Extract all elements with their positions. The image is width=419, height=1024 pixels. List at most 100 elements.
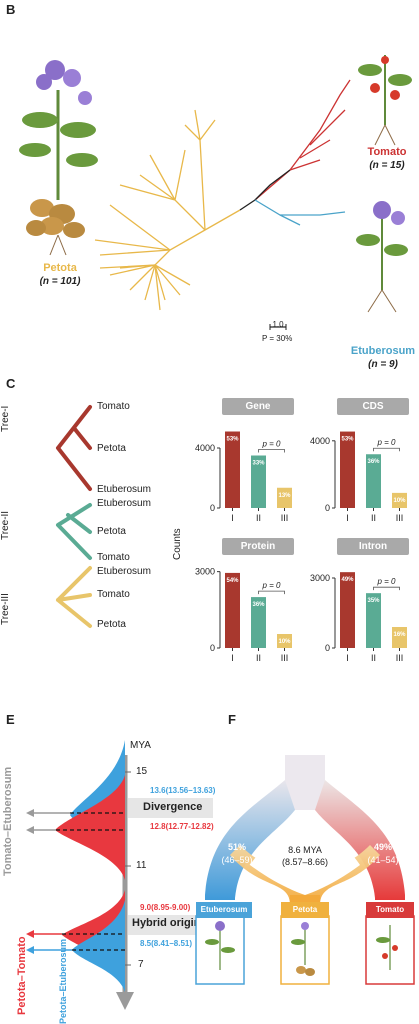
panel-label-f: F xyxy=(228,712,236,727)
bar-i xyxy=(225,572,240,648)
x-tick-label: II xyxy=(256,653,261,663)
bar-percent-label: 54% xyxy=(226,578,239,584)
significance-bracket xyxy=(258,590,285,595)
bar-percent-label: 53% xyxy=(341,437,354,443)
y-tick-label: 3000 xyxy=(195,567,215,577)
x-tick-label: I xyxy=(231,653,234,663)
x-tick-label: I xyxy=(231,513,234,523)
bar-percent-label: 53% xyxy=(226,437,239,443)
x-tick-label: II xyxy=(371,653,376,663)
tree-ii-label: Tree-II xyxy=(0,510,11,540)
significance-bracket xyxy=(373,447,400,452)
tick-15: 15 xyxy=(136,766,148,777)
bar-ii xyxy=(251,455,266,508)
p-value-label: p = 0 xyxy=(261,581,281,590)
tree-topologies xyxy=(56,405,92,628)
x-tick-label: III xyxy=(396,653,404,663)
counts-axis-label: Counts xyxy=(172,528,183,560)
center-range: (8.57–8.66) xyxy=(281,857,329,867)
p-value-label: p = 0 xyxy=(376,438,396,447)
bar-ii xyxy=(366,593,381,648)
y-tick-label: 0 xyxy=(210,503,215,513)
tomato-group-label: Tomato xyxy=(367,146,407,158)
tomato-group-count: (n = 15) xyxy=(369,160,405,171)
divergence-red-estimate: 12.8(12.77-12.82) xyxy=(150,822,214,831)
y-tick-label: 3000 xyxy=(310,573,330,583)
bar-iii xyxy=(277,487,292,508)
bar-percent-label: 36% xyxy=(367,459,380,465)
y-tick-label: 0 xyxy=(210,643,215,653)
bar-iii xyxy=(392,492,407,508)
center-mya: 8.6 MYA xyxy=(288,845,322,855)
species-label-tomato: Tomato xyxy=(366,902,414,918)
tree-i-leaf-3: Etuberosum xyxy=(97,484,151,495)
bar-chart-protein: 0 3000 54% I 36% II 10% III p = 0 xyxy=(195,567,292,663)
bar-iii xyxy=(392,627,407,648)
species-label-petota: Petota xyxy=(281,902,329,918)
right-range: (41–54) xyxy=(367,855,399,865)
bar-ii xyxy=(366,454,381,508)
divergence-label: Divergence xyxy=(143,801,203,813)
left-range: (46–59) xyxy=(221,855,253,865)
left-percentage: 51% xyxy=(227,842,246,852)
bar-percent-label: 49% xyxy=(341,577,354,583)
facet-title-cds: CDS xyxy=(337,398,409,415)
phylogenetic-tree-b xyxy=(19,55,412,330)
panel-label-b: B xyxy=(6,2,16,17)
tree-iii-leaf-2: Tomato xyxy=(97,589,130,600)
tomato-etuberosum-side-label: Tomato–Etuberosum xyxy=(2,766,14,876)
facet-title-intron: Intron xyxy=(337,538,409,555)
bar-ii xyxy=(251,597,266,648)
p-value-label: p = 0 xyxy=(376,577,396,586)
bar-percent-label: 33% xyxy=(252,461,265,467)
petota-tomato-side-label: Petota–Tomato xyxy=(16,936,28,1015)
x-tick-label: II xyxy=(256,513,261,523)
tree-ii-leaf-1: Etuberosum xyxy=(97,498,151,509)
tree-iii-leaf-3: Petota xyxy=(97,619,126,630)
bar-percent-label: 35% xyxy=(367,598,380,604)
bar-i xyxy=(225,431,240,508)
petota-group-label: Petota xyxy=(43,262,77,274)
hybrid-origin-label: Hybrid origin xyxy=(132,917,201,929)
x-tick-label: III xyxy=(281,653,289,663)
right-percentage: 49% xyxy=(373,842,392,852)
bar-percent-label: 36% xyxy=(252,602,265,608)
hybrid-origin-diagram xyxy=(195,755,415,985)
y-tick-label: 0 xyxy=(325,643,330,653)
hybrid-red-estimate: 9.0(8.95-9.00) xyxy=(140,903,191,912)
p-value-label: p = 0 xyxy=(261,440,281,449)
y-tick-label: 0 xyxy=(325,503,330,513)
bar-percent-label: 10% xyxy=(278,639,291,645)
divergence-blue-estimate: 13.6(13.56–13.63) xyxy=(150,786,216,795)
tick-7: 7 xyxy=(138,959,144,970)
etuberosum-group-count: (n = 9) xyxy=(368,359,398,370)
bar-chart-intron: 0 3000 49% I 35% II 16% III p = 0 xyxy=(310,572,407,663)
y-tick-label: 4000 xyxy=(195,443,215,453)
bar-percent-label: 10% xyxy=(393,498,406,504)
bar-i xyxy=(340,572,355,648)
bar-percent-label: 16% xyxy=(393,632,406,638)
significance-bracket xyxy=(258,449,285,453)
panel-label-c: C xyxy=(6,376,16,391)
facet-title-protein: Protein xyxy=(222,538,294,555)
facet-title-gene: Gene xyxy=(222,398,294,415)
petota-group-count: (n = 101) xyxy=(39,276,81,287)
tomato-plant-illustration xyxy=(358,55,412,146)
tree-iii-label: Tree-III xyxy=(0,593,11,625)
tree-ii-leaf-3: Tomato xyxy=(97,552,130,563)
scale-bar-label: 1.0 xyxy=(272,320,284,329)
bar-chart-cds: 0 4000 53% I 36% II 10% III p = 0 xyxy=(310,431,407,523)
x-tick-label: I xyxy=(346,653,349,663)
etuberosum-group-label: Etuberosum xyxy=(350,345,416,357)
x-tick-label: II xyxy=(371,513,376,523)
bar-percent-label: 13% xyxy=(278,493,291,499)
divergence-time-plot xyxy=(26,740,213,1010)
tree-i-leaf-1: Tomato xyxy=(97,401,130,412)
petota-etuberosum-side-label: Petota–Etuberosum xyxy=(58,938,68,1024)
p-percent-label: P = 30% xyxy=(262,334,293,343)
panel-label-e: E xyxy=(6,712,15,727)
x-tick-label: III xyxy=(281,513,289,523)
significance-bracket xyxy=(373,586,400,591)
tree-i-leaf-2: Petota xyxy=(97,443,126,454)
tree-i-label: Tree-I xyxy=(0,405,11,432)
